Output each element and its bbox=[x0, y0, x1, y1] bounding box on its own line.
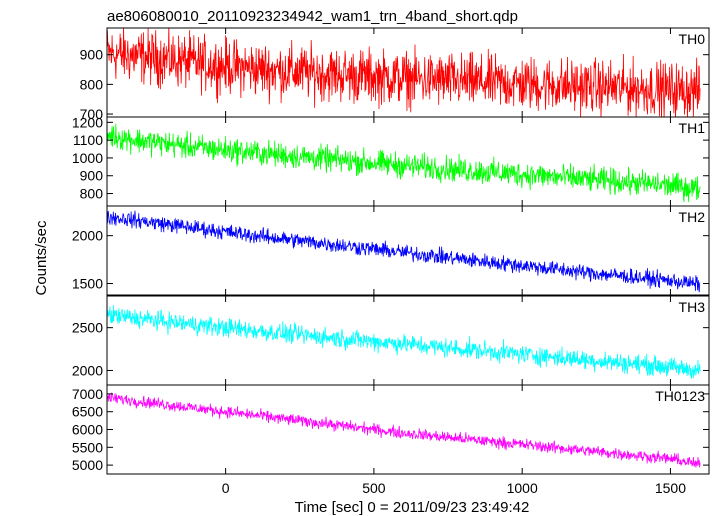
panel-frame bbox=[106, 116, 710, 207]
x-tick-label: 1500 bbox=[655, 480, 686, 496]
panel-label: TH2 bbox=[679, 209, 706, 225]
y-axis-label: Counts/sec bbox=[33, 220, 50, 296]
x-axis-label: Time [sec] 0 = 2011/09/23 23:49:42 bbox=[295, 499, 530, 516]
panel-frame bbox=[106, 205, 710, 296]
series-line-th3 bbox=[107, 305, 701, 379]
y-tick-label: 900 bbox=[80, 47, 104, 63]
panel-th3: 2000 2500 TH3 bbox=[72, 295, 710, 386]
y-tick-label: 900 bbox=[80, 168, 104, 184]
y-tick-label: 1500 bbox=[72, 276, 103, 292]
x-tick-label: 500 bbox=[362, 480, 386, 496]
y-tick-label: 1000 bbox=[72, 150, 103, 166]
y-tick-label: 6000 bbox=[72, 422, 103, 438]
y-tick-label: 1200 bbox=[72, 114, 103, 130]
x-tick-label: 1000 bbox=[507, 480, 538, 496]
panel-frame bbox=[106, 384, 710, 475]
y-tick-label: 800 bbox=[80, 186, 104, 202]
y-tick-label: 7000 bbox=[72, 386, 103, 402]
chart-title: ae806080010_20110923234942_wam1_trn_4ban… bbox=[107, 8, 518, 25]
y-tick-label: 2500 bbox=[72, 320, 103, 336]
panel-label: TH0 bbox=[679, 31, 706, 47]
panel-th2: 1500 2000 TH2 bbox=[72, 205, 710, 296]
panel-label: TH1 bbox=[679, 120, 706, 136]
y-tick-label: 6500 bbox=[72, 404, 103, 420]
series-line-th2 bbox=[107, 210, 701, 293]
y-tick-label: 800 bbox=[80, 76, 104, 92]
y-tick-label: 2000 bbox=[72, 362, 103, 378]
panel-label: TH0123 bbox=[655, 388, 705, 404]
series-line-th1 bbox=[107, 123, 701, 203]
panel-label: TH3 bbox=[679, 299, 706, 315]
panel-frame bbox=[106, 295, 710, 386]
series-line-th0123 bbox=[107, 392, 701, 468]
series-line-th0 bbox=[107, 28, 701, 117]
y-tick-label: 700 bbox=[80, 106, 104, 122]
panel-th0: 700 800 900 TH0 bbox=[80, 27, 710, 122]
y-tick-label: 5000 bbox=[72, 457, 103, 473]
y-tick-label: 2000 bbox=[72, 228, 103, 244]
x-tick-label: 0 bbox=[222, 480, 230, 496]
y-tick-label: 1100 bbox=[73, 132, 103, 148]
y-tick-label: 5500 bbox=[72, 439, 103, 455]
panels-group: 700 800 900 TH0 800 900 1000 1100 1200 TH1 1500 200… bbox=[72, 27, 710, 496]
panel-th1: 800 900 1000 1100 1200 TH1 bbox=[72, 114, 710, 207]
